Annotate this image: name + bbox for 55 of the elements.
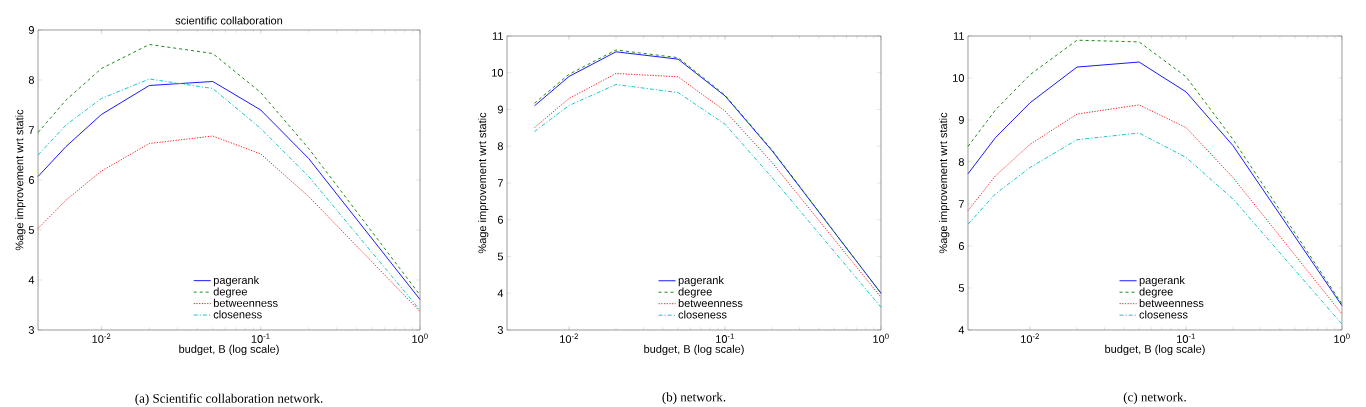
chart-title: scientific collaboration (175, 16, 283, 25)
y-tick-label: 5 (497, 252, 503, 261)
legend-label: degree (213, 287, 247, 298)
text: (b) network. (662, 392, 726, 405)
legend-label: pagerank (678, 276, 724, 287)
y-tick-label: 10 (492, 68, 504, 77)
legend-label: degree (678, 287, 712, 298)
y-tick-label: 9 (497, 105, 503, 114)
y-axis-title: %age improvement wrt static (939, 112, 950, 254)
legend-label: betweenness (213, 298, 278, 307)
x-tick-label: 10$^{0}$ (412, 333, 428, 343)
y-tick-label: 7 (497, 179, 503, 187)
y-tick-label: 6 (497, 215, 503, 224)
x-tick-label: 10$^{0}$ (873, 333, 889, 343)
y-tick-label: 8 (28, 76, 34, 84)
x-tick-label: 10$^{-1}$ (1177, 333, 1195, 343)
y-tick-label: 4 (497, 289, 504, 298)
y-tick-label: 7 (958, 200, 964, 208)
y-tick-label: 4 (28, 276, 35, 284)
y-axis-title: %age improvement wrt static (15, 109, 26, 251)
y-tick-label: 5 (958, 284, 964, 292)
y-tick-label: 10 (953, 74, 965, 82)
y-tick-label: 3 (28, 326, 34, 334)
legend-label: betweenness (1139, 298, 1204, 308)
x-tick-label: 10$^{0}$ (1334, 333, 1350, 343)
legend-label: pagerank (213, 275, 260, 287)
legend-label: pagerank (1139, 276, 1185, 287)
legend-label: closeness (1139, 310, 1188, 319)
y-tick-label: 6 (958, 242, 964, 250)
x-tick-label: 10$^{-1}$ (251, 333, 270, 343)
x-tick-label: 10$^{-2}$ (92, 333, 111, 343)
legend-label: betweenness (678, 298, 743, 308)
y-tick-label: 6 (28, 176, 34, 184)
y-tick-label: 9 (28, 26, 34, 34)
y-tick-label: 8 (958, 158, 964, 166)
x-tick-label: 10$^{-2}$ (560, 333, 578, 343)
legend-label: closeness (678, 310, 727, 319)
y-tick-label: 4 (958, 326, 965, 334)
legend-label: closeness (213, 310, 262, 319)
x-axis-title: budget, B (log scale) (1105, 344, 1205, 356)
x-tick-label: 10$^{-2}$ (1021, 333, 1039, 343)
text: (a) Scientific collaboration network. (135, 393, 323, 406)
y-tick-label: 11 (492, 32, 503, 40)
y-tick-label: 3 (497, 326, 503, 334)
x-axis-title: budget, B (log scale) (179, 344, 279, 356)
legend-label: degree (1139, 287, 1173, 298)
y-axis-title: %age improvement wrt static (478, 112, 489, 254)
text: (c) network. (1123, 392, 1186, 405)
y-tick-label: 5 (28, 226, 35, 234)
y-tick-label: 7 (28, 126, 34, 134)
x-axis-title: budget, B (log scale) (644, 344, 744, 356)
y-tick-label: 8 (497, 142, 503, 151)
x-tick-label: 10$^{-1}$ (716, 333, 734, 343)
y-tick-label: 9 (958, 116, 964, 124)
y-tick-label: 11 (953, 32, 964, 40)
